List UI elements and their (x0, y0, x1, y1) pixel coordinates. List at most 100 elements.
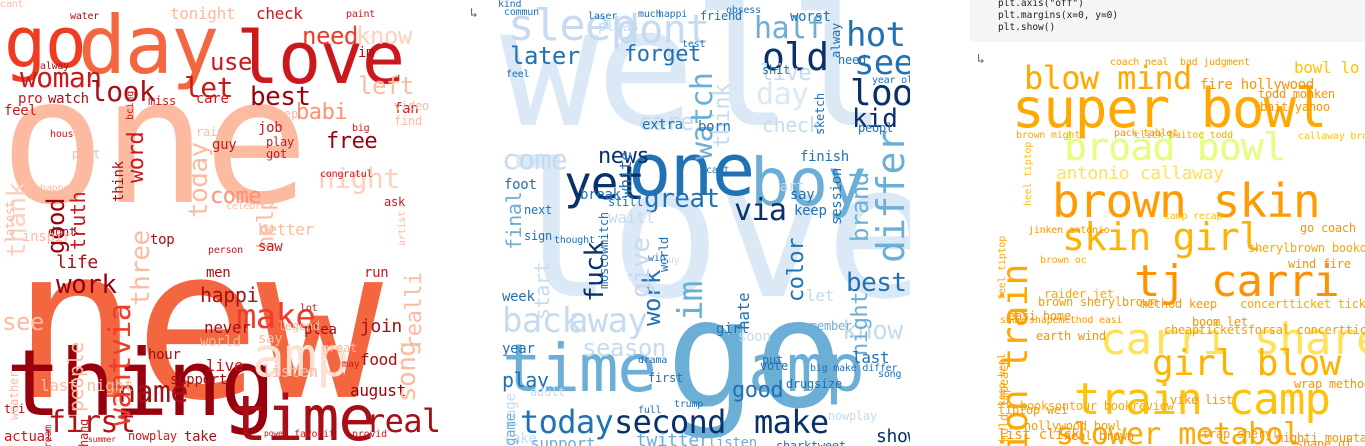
cloud-word: skin girl (1062, 215, 1262, 259)
cloud-word: run (364, 265, 389, 281)
cloud-word: song (878, 369, 902, 380)
cloud-word: play (502, 368, 549, 392)
cloud-word: brown oc (1040, 255, 1087, 266)
cloud-word: news (598, 144, 650, 169)
cloud-word: babi (296, 100, 348, 125)
cloud-word: first (648, 371, 683, 385)
cloud-word: yet (564, 156, 645, 210)
cloud-word: one (628, 128, 755, 212)
cloud-word: time (502, 330, 657, 407)
cloud-word: august (350, 381, 406, 400)
cloud-word: sherylbrown bookoutu (1248, 241, 1365, 255)
cloud-word: provid (352, 429, 387, 440)
cloud-word: super bowl (1012, 77, 1327, 140)
cloud-word: let (806, 286, 834, 305)
cloud-word: next (524, 203, 552, 217)
cloud-word: play (266, 135, 294, 149)
cloud-word: new (12, 202, 383, 446)
cloud-word: sign (524, 229, 552, 243)
cloud-word: last night (40, 376, 134, 395)
cloud-word: amp (252, 325, 349, 389)
cloud-word: trump (674, 399, 704, 410)
cloud-word: born (698, 119, 731, 135)
cloud-word: show (876, 426, 910, 446)
cloud-word: latest (3, 201, 17, 244)
cloud-word: dont (616, 7, 710, 53)
cloud-word: know (842, 316, 903, 346)
cloud-word: may (342, 359, 360, 370)
cloud-word: year (502, 341, 535, 357)
cloud-word: old (762, 35, 829, 79)
cloud-word: watch (48, 91, 89, 107)
cloud-word: raider jet (1044, 287, 1114, 301)
cloud-word: person (208, 245, 243, 256)
cloud-word: keep (794, 203, 827, 219)
cloud-word: thought (554, 235, 595, 246)
cloud-word: first (48, 405, 136, 440)
cloud-word: check (256, 4, 303, 23)
cloud-word: power (264, 429, 288, 438)
cloud-word: bad judgment (1180, 57, 1250, 68)
cloud-word: night (318, 162, 400, 195)
cloud-word: see (2, 308, 44, 336)
cloud-word: listen (262, 362, 318, 381)
cloud-word: later (510, 42, 580, 70)
cloud-word: boy (750, 144, 867, 221)
cloud-word: live (206, 356, 244, 375)
cloud-word: support (530, 434, 596, 446)
code-cell[interactable]: plt.axis("off") plt.margins(x=0, y=0) plt.… (970, 0, 1365, 42)
cloud-word: girl (716, 321, 749, 337)
cloud-word: half (754, 11, 824, 46)
cloud-word: differ (869, 130, 910, 263)
cloud-word: world (200, 334, 241, 350)
cloud-word: love (502, 124, 910, 340)
cloud-word: tj carri (1134, 256, 1340, 307)
cloud-word: week (502, 289, 535, 305)
cloud-word: sketch (813, 93, 827, 136)
cloud-word: brown skin (1052, 174, 1321, 228)
cloud-word: use (210, 48, 252, 76)
word-cloud-gold: super bowl broad bowl brown skin skin girl t… (994, 48, 1365, 446)
cloud-word: guy (212, 137, 237, 153)
cloud-word: sharktweet (776, 439, 846, 446)
cloud-word: go coach (1300, 221, 1356, 235)
cloud-word: hous (50, 129, 74, 140)
cloud-word: todd monken (1258, 87, 1335, 101)
cloud-word: bait yahoo (1260, 100, 1330, 114)
cloud-word: dream (43, 424, 54, 446)
cloud-word: wantvia (103, 303, 138, 426)
cloud-word: keep heel (997, 353, 1008, 406)
cloud-word: im (671, 281, 711, 321)
cloud-word: realli (402, 272, 427, 350)
cloud-word: one (0, 41, 309, 244)
cloud-word: water (70, 11, 100, 22)
cloud-word: waitl (608, 208, 655, 227)
cloud-word: finish (800, 149, 849, 165)
cloud-word: celebr (226, 201, 261, 212)
cloud-word: feel tiptop (997, 235, 1008, 300)
cloud-word: session (829, 167, 845, 225)
cloud-word: neal brown (1064, 429, 1134, 443)
cloud-word: tonight (170, 4, 236, 23)
cloud-word: life (56, 252, 98, 273)
cloud-word: callaway brown (1298, 131, 1365, 142)
cloud-word: name (118, 375, 188, 410)
cloud-word: bcing (125, 90, 136, 120)
cloud-word: second (614, 403, 726, 441)
cloud-word: night (848, 291, 873, 356)
cloud-word: truth (66, 191, 90, 250)
cloud-word: sleep (508, 0, 637, 51)
cloud-word: lot (300, 303, 318, 314)
cloud-word: slower metabol (1056, 417, 1301, 446)
cloud-word: shape of (1296, 437, 1352, 446)
cloud-word: care (196, 91, 229, 107)
cloud-word: carri share (1100, 314, 1365, 365)
cloud-word: nowplay (828, 409, 877, 423)
cloud-word: click baitoc todd (1134, 130, 1233, 141)
cloud-word: summer (88, 435, 116, 444)
cloud-word: got (266, 147, 287, 161)
cloud-word: wrap method (1294, 377, 1365, 391)
cloud-word: weather (7, 371, 21, 421)
cloud-word: friend (700, 9, 742, 23)
cloud-word: happi (200, 283, 259, 307)
